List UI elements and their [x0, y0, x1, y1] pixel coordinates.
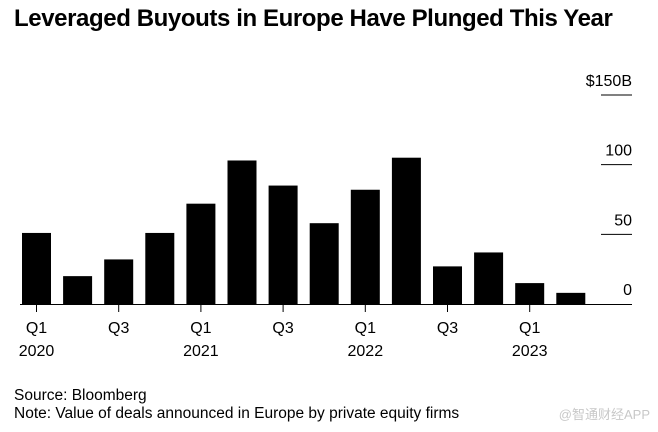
- y-tick-label: $150B: [586, 73, 632, 90]
- bar: [63, 276, 93, 304]
- bar: [268, 185, 298, 304]
- x-tick-year-label: 2021: [183, 343, 219, 360]
- source-note: Source: Bloomberg: [14, 387, 147, 404]
- bar: [186, 203, 216, 304]
- bar: [145, 232, 175, 304]
- bar: [556, 292, 586, 304]
- bar: [104, 259, 134, 304]
- bar: [227, 160, 257, 304]
- bar: [391, 157, 421, 304]
- bar: [350, 189, 380, 304]
- x-tick-label: Q3: [108, 320, 129, 337]
- x-tick-year-label: 2023: [512, 343, 548, 360]
- bar: [433, 266, 462, 304]
- y-tick-label: 50: [614, 212, 632, 229]
- bar: [309, 223, 339, 304]
- x-tick-label: Q1: [26, 320, 47, 337]
- x-tick-year-label: 2022: [348, 343, 384, 360]
- bar: [22, 232, 51, 304]
- x-tick-label: Q1: [190, 320, 211, 337]
- y-tick-label: 0: [623, 282, 632, 299]
- x-tick-year-label: 2020: [19, 343, 55, 360]
- x-tick-label: Q3: [272, 320, 293, 337]
- chart-title: Leveraged Buyouts in Europe Have Plunged…: [14, 5, 613, 32]
- x-tick-label: Q1: [355, 320, 376, 337]
- y-tick-label: 100: [605, 143, 632, 160]
- footnote: Note: Value of deals announced in Europe…: [14, 405, 460, 422]
- watermark-text: @智通财经APP: [558, 407, 650, 422]
- x-tick-label: Q1: [519, 320, 540, 337]
- bar: [515, 283, 545, 304]
- x-tick-label: Q3: [437, 320, 458, 337]
- bar-chart: $150B 100 50 0 Q1 2020 Q3 Q1 2021 Q3 Q1 2022 Q3 Q1 20…: [19, 73, 632, 360]
- bar: [474, 252, 504, 304]
